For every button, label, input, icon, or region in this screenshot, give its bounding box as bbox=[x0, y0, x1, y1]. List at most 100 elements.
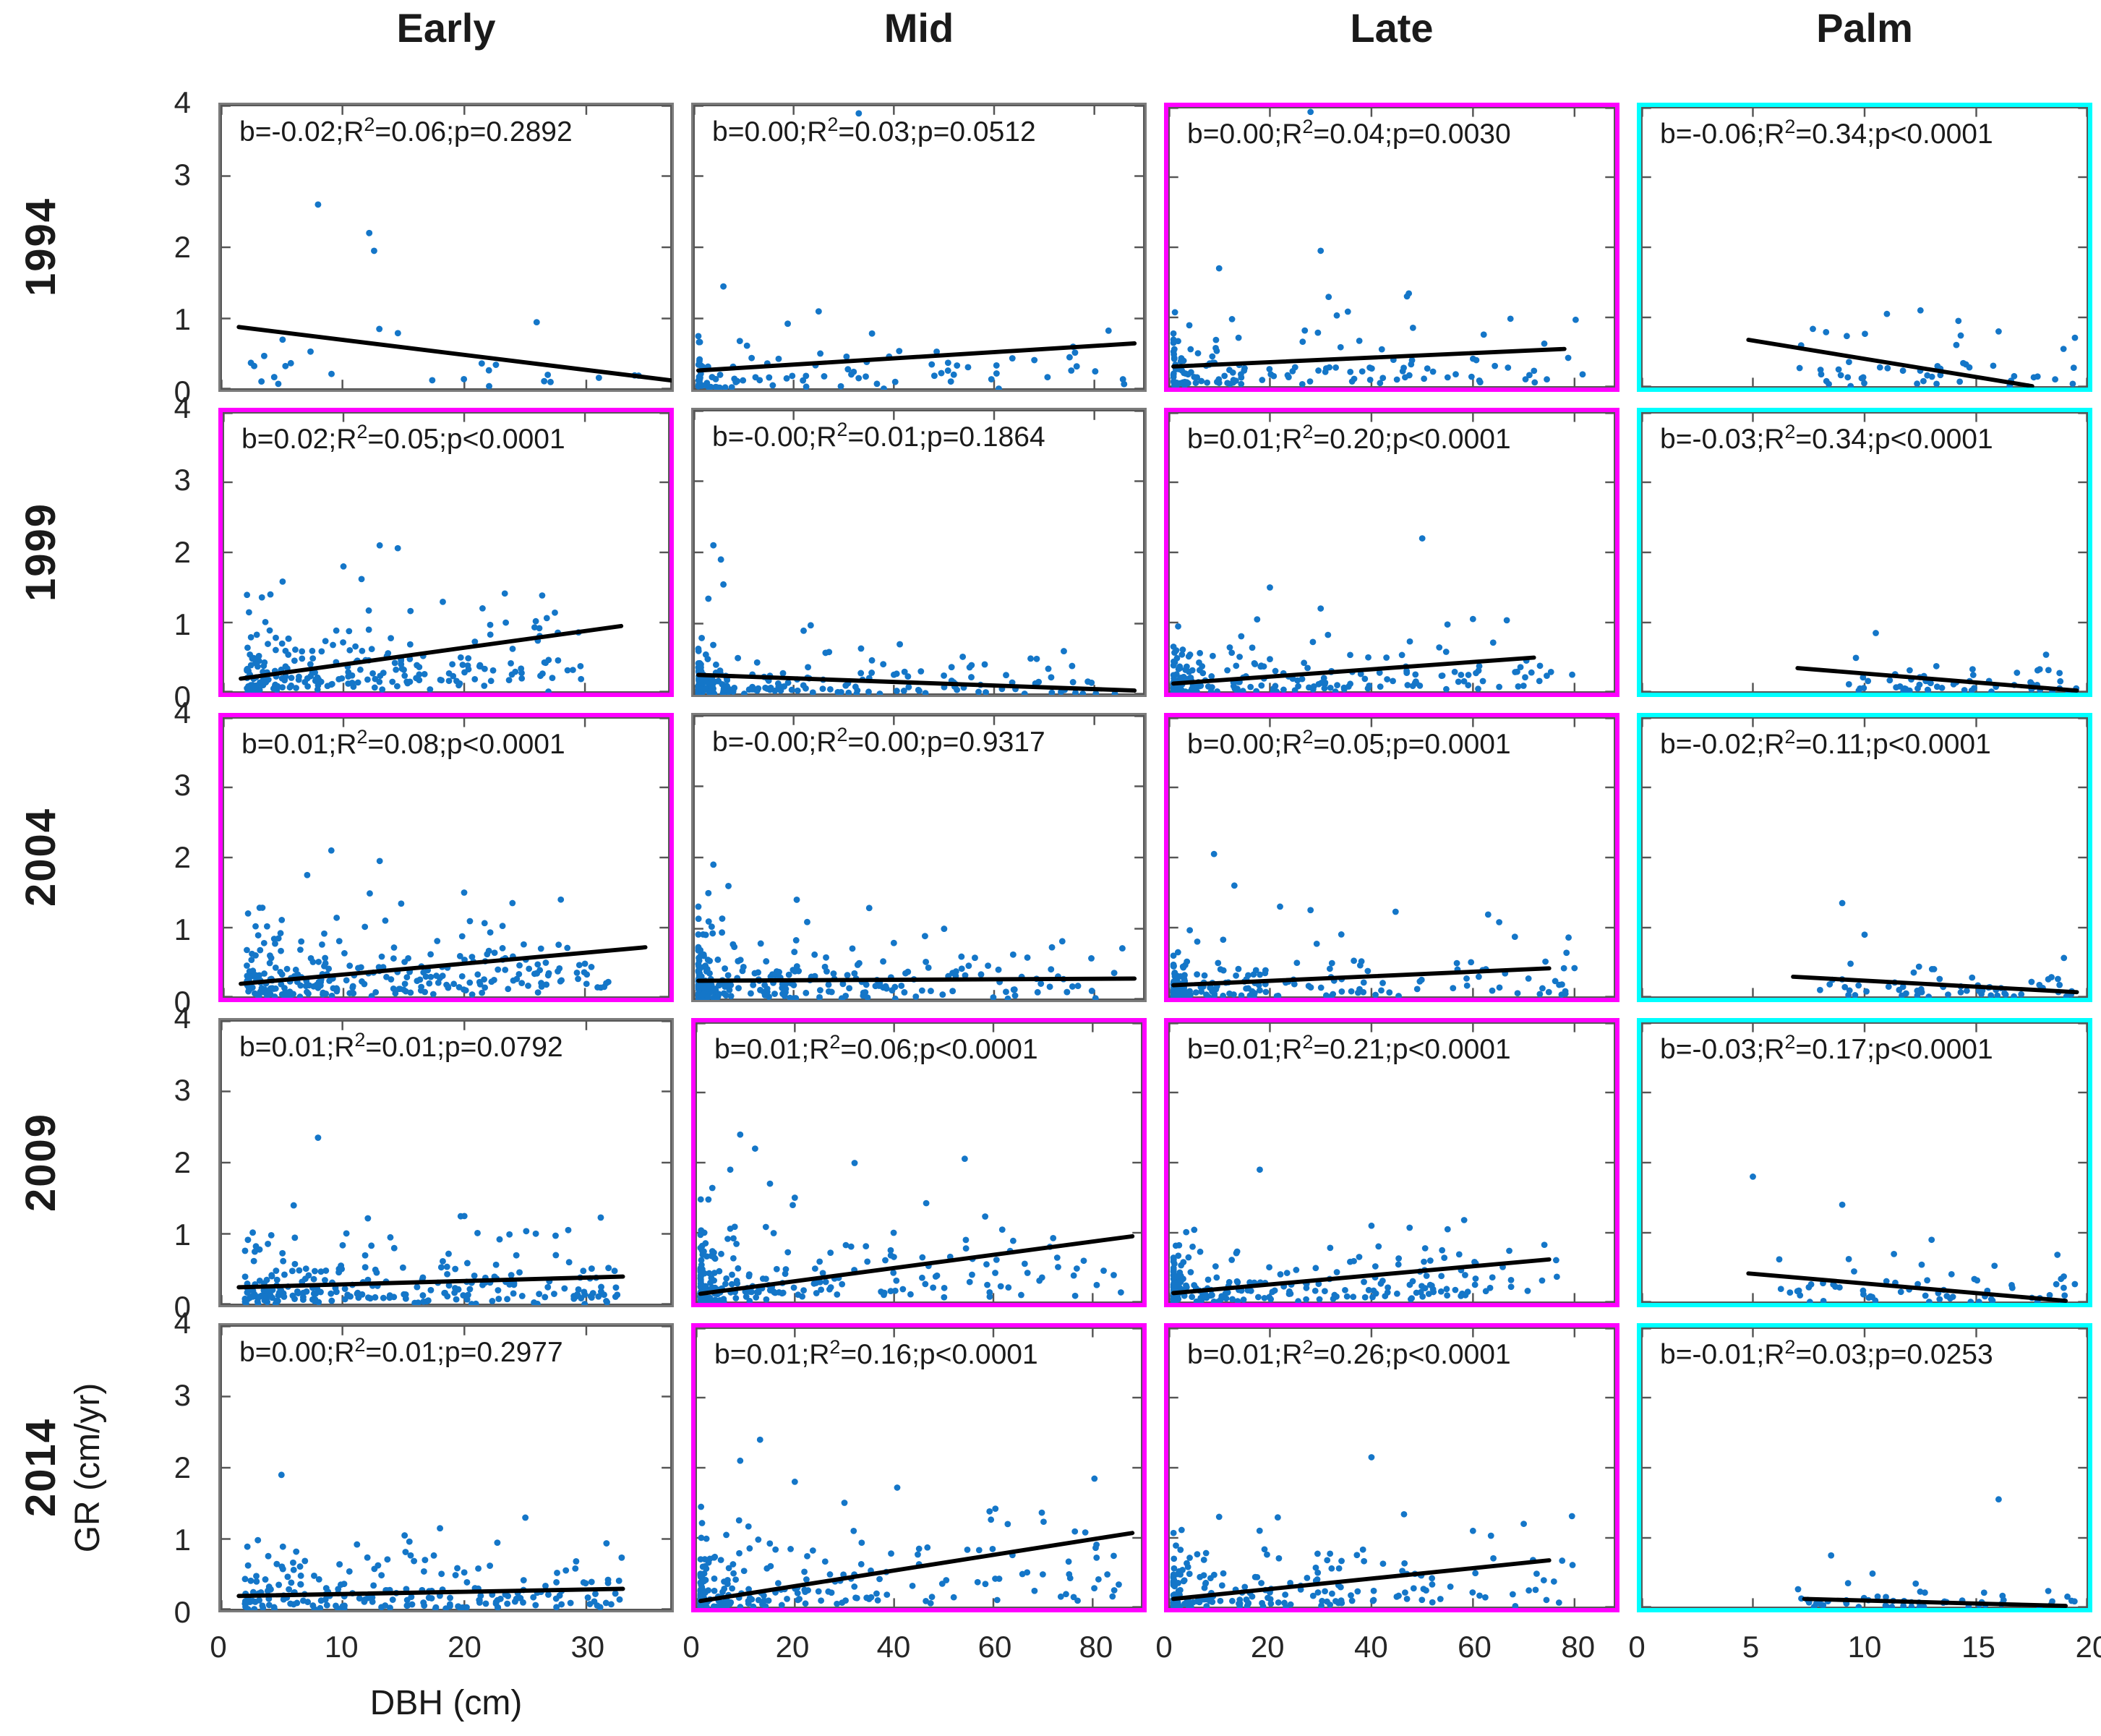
scatter-point bbox=[1031, 356, 1038, 364]
scatter-point bbox=[992, 1505, 999, 1513]
scatter-point bbox=[1275, 1555, 1283, 1562]
scatter-point bbox=[361, 923, 369, 931]
scatter-point bbox=[603, 1298, 610, 1304]
scatter-point bbox=[1201, 972, 1208, 979]
scatter-point bbox=[1429, 368, 1437, 375]
scatter-point bbox=[839, 1280, 846, 1288]
scatter-point bbox=[1238, 374, 1245, 381]
scatter-point bbox=[1293, 1267, 1300, 1273]
stats-r2-p: =0.01;p=0.1864 bbox=[847, 422, 1045, 453]
scatter-point bbox=[1544, 376, 1550, 383]
scatter-point bbox=[1368, 1454, 1375, 1461]
scatter-point bbox=[962, 1245, 970, 1252]
scatter-point bbox=[819, 685, 826, 693]
trend-line bbox=[696, 976, 1137, 983]
scatter-point bbox=[407, 989, 414, 996]
x-tick-label: 40 bbox=[876, 1630, 911, 1664]
scatter-point bbox=[1291, 687, 1298, 693]
scatter-point bbox=[1559, 981, 1565, 988]
x-tick-labels-mid: 0 20 40 60 80 bbox=[682, 1628, 1147, 1667]
scatter-point bbox=[487, 677, 495, 685]
scatter-point bbox=[521, 941, 527, 948]
scatter-point bbox=[1565, 934, 1572, 941]
scatter-point bbox=[1275, 1599, 1282, 1606]
scatter-point bbox=[265, 1240, 272, 1247]
x-tick-label: 0 bbox=[210, 1630, 227, 1664]
scatter-point bbox=[1402, 374, 1408, 381]
scatter-point bbox=[950, 371, 957, 378]
scatter-point bbox=[1953, 341, 1960, 349]
scatter-point bbox=[1314, 329, 1322, 336]
scatter-point bbox=[1579, 371, 1586, 378]
scatter-point bbox=[352, 643, 359, 650]
scatter-point bbox=[401, 959, 408, 965]
scatter-point bbox=[712, 986, 719, 993]
scatter-point bbox=[272, 940, 278, 947]
scatter-point bbox=[900, 688, 907, 694]
scatter-point bbox=[301, 1275, 309, 1283]
stats-label: b=-0.02;R2=0.06;p=0.2892 bbox=[239, 115, 573, 148]
scatter-point bbox=[518, 670, 525, 677]
scatter-point bbox=[2034, 667, 2041, 674]
scatter-point bbox=[1514, 668, 1520, 675]
scatter-point bbox=[695, 931, 702, 938]
scatter-point bbox=[376, 858, 383, 865]
scatter-point bbox=[588, 964, 595, 970]
scatter-point bbox=[481, 683, 488, 689]
scatter-point bbox=[1526, 372, 1533, 379]
scatter-point bbox=[1406, 1224, 1413, 1231]
scatter-point bbox=[392, 990, 399, 997]
scatter-point bbox=[696, 380, 703, 386]
scatter-point bbox=[827, 1284, 834, 1291]
scatter-point bbox=[553, 1578, 560, 1586]
scatter-point bbox=[565, 1259, 573, 1266]
scatter-point bbox=[1004, 995, 1011, 1000]
scatter-point bbox=[288, 682, 295, 689]
scatter-point bbox=[1212, 336, 1220, 343]
scatter-point bbox=[1048, 674, 1055, 681]
scatter-point bbox=[1863, 988, 1870, 995]
scatter-point bbox=[826, 649, 833, 656]
scatter-point bbox=[482, 984, 489, 991]
scatter-point bbox=[266, 627, 273, 634]
scatter-point bbox=[518, 980, 526, 986]
scatter-plot bbox=[221, 1325, 672, 1610]
scatter-point bbox=[1886, 677, 1894, 684]
scatter-point bbox=[516, 962, 523, 969]
scatter-point bbox=[708, 923, 715, 931]
scatter-point bbox=[1492, 362, 1499, 369]
trend-line bbox=[1795, 666, 2079, 693]
scatter-plot bbox=[1168, 1022, 1615, 1303]
scatter-point bbox=[1293, 959, 1301, 967]
scatter-point bbox=[1217, 1597, 1224, 1604]
scatter-point bbox=[406, 1538, 413, 1545]
scatter-point bbox=[369, 1594, 376, 1601]
scatter-point bbox=[1218, 1582, 1225, 1589]
scatter-point bbox=[552, 1252, 560, 1259]
scatter-point bbox=[698, 362, 704, 369]
scatter-point bbox=[284, 1573, 291, 1581]
scatter-point bbox=[1452, 371, 1459, 378]
y-tick-label: 0 bbox=[174, 985, 191, 1019]
scatter-point bbox=[1316, 1296, 1323, 1303]
panel-2004-early: b=0.01;R2=0.08;p<0.0001 bbox=[218, 713, 674, 1002]
scatter-point bbox=[1379, 980, 1386, 986]
scatter-point bbox=[1539, 985, 1546, 992]
scatter-point bbox=[844, 366, 852, 373]
scatter-point bbox=[420, 969, 427, 976]
scatter-point bbox=[364, 1276, 372, 1283]
y-tick-label: 4 bbox=[174, 696, 191, 730]
scatter-point bbox=[1212, 1263, 1219, 1270]
scatter-point bbox=[504, 1600, 511, 1607]
scatter-point bbox=[1447, 1583, 1454, 1590]
scatter-point bbox=[1356, 338, 1363, 344]
tick-marks bbox=[1641, 412, 2088, 693]
scatter-point bbox=[1233, 662, 1240, 670]
stats-superscript: 2 bbox=[1302, 421, 1314, 442]
scatter-point bbox=[244, 644, 251, 651]
scatter-point bbox=[1194, 374, 1201, 381]
scatter-point bbox=[827, 1249, 834, 1257]
scatter-point bbox=[1361, 1294, 1369, 1301]
scatter-point bbox=[1176, 664, 1184, 672]
panel-1999-early: b=0.02;R2=0.05;p<0.0001 bbox=[218, 408, 674, 697]
